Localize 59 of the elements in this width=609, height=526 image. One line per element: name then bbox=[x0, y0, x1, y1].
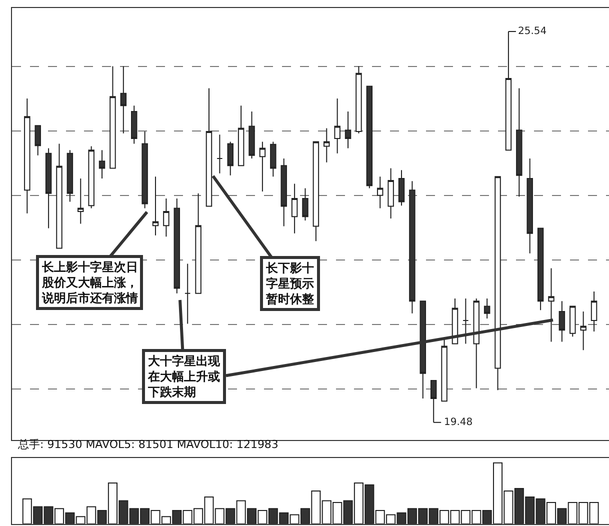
annotation: 大十字星出现在大幅上升或下跌末期 bbox=[147, 354, 221, 400]
candlestick bbox=[130, 105, 138, 144]
candlestick bbox=[142, 130, 148, 209]
candlestick bbox=[388, 168, 394, 220]
annotation: 25.54 bbox=[518, 26, 547, 37]
candlestick bbox=[324, 128, 330, 163]
candlestick bbox=[494, 176, 501, 391]
candlestick bbox=[505, 30, 512, 151]
candlestick bbox=[110, 66, 116, 169]
candlestick bbox=[537, 228, 544, 311]
candlestick bbox=[280, 158, 287, 227]
candlestick bbox=[248, 110, 255, 160]
candlestick bbox=[516, 88, 522, 198]
candlestick bbox=[452, 298, 458, 344]
annotation: 长上影十字星次日股价又大幅上涨，说明后市还有涨情 bbox=[41, 260, 138, 306]
candlestick bbox=[291, 183, 298, 234]
candlestick bbox=[558, 300, 566, 342]
candlestick bbox=[270, 141, 276, 178]
candlestick bbox=[548, 268, 554, 342]
candlestick bbox=[570, 306, 576, 338]
chart-title: 总手: 91530 MAVOL5: 81501 MAVOL10: 121983 bbox=[17, 438, 278, 451]
candlestick bbox=[216, 134, 223, 174]
candlestick bbox=[88, 146, 94, 209]
candlestick bbox=[462, 298, 469, 344]
candlestick bbox=[56, 143, 62, 249]
candlestick bbox=[259, 141, 266, 192]
candlestick bbox=[174, 198, 180, 294]
candlestick bbox=[334, 98, 340, 154]
candlestick bbox=[152, 176, 159, 236]
candlestick bbox=[227, 141, 234, 176]
candlestick bbox=[238, 105, 244, 166]
candlestick bbox=[366, 86, 373, 189]
candlestick bbox=[163, 198, 170, 238]
candlestick bbox=[312, 141, 320, 242]
candlestick bbox=[195, 192, 202, 294]
candlestick bbox=[376, 176, 384, 209]
candlestick bbox=[45, 148, 52, 229]
candlestick bbox=[409, 180, 416, 314]
candlestick bbox=[206, 88, 212, 207]
candlestick bbox=[302, 188, 308, 221]
candlestick bbox=[24, 98, 30, 214]
candlestick bbox=[484, 298, 490, 320]
candlestick bbox=[344, 110, 352, 149]
annotation: 19.48 bbox=[444, 417, 473, 428]
candlestick bbox=[430, 380, 437, 423]
candlestick bbox=[580, 310, 586, 351]
candlestick bbox=[184, 263, 191, 324]
candlestick bbox=[526, 158, 533, 254]
candlestick bbox=[356, 66, 362, 134]
candlestick bbox=[120, 66, 127, 134]
annotation: 长下影十字星预示暂时休整 bbox=[265, 261, 315, 306]
candlestick bbox=[473, 298, 480, 389]
candlestick bbox=[98, 150, 106, 180]
candlestick bbox=[441, 338, 448, 402]
candlestick bbox=[34, 125, 41, 156]
candlestick bbox=[66, 150, 74, 202]
candlestick bbox=[78, 178, 84, 224]
candlestick bbox=[398, 170, 405, 206]
candlestick bbox=[590, 290, 598, 332]
